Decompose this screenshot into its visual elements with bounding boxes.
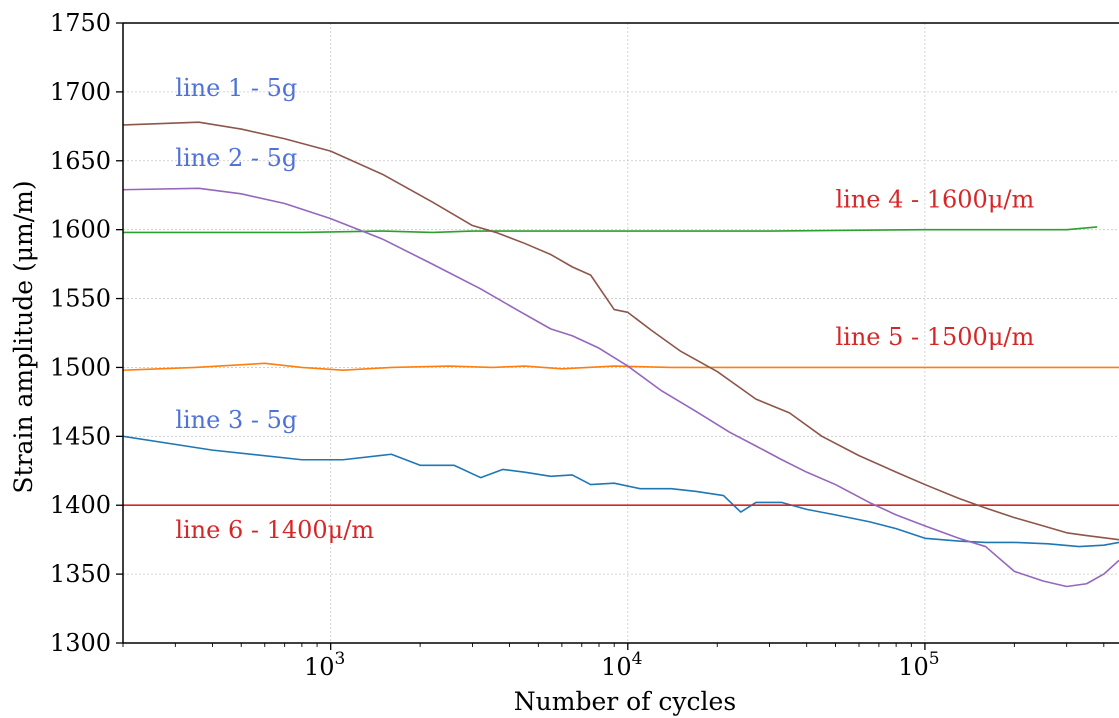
- x-tick-exponent: 5: [929, 649, 940, 669]
- y-tick-label: 1750: [50, 9, 111, 37]
- x-tick-base: 10: [304, 653, 335, 681]
- annotations: line 1 - 5g line 2 - 5g line 3 - 5g line 4 …: [175, 74, 1034, 544]
- annotation-label: line 4 - 1600μ/m: [835, 185, 1034, 213]
- series-line-s2: [122, 187, 1119, 588]
- y-tick-label: 1550: [50, 285, 111, 313]
- y-tick-label: 1500: [50, 353, 111, 381]
- y-tick-label: 1400: [50, 491, 111, 519]
- x-tick-label: 104: [601, 649, 642, 681]
- annotation-label: line 6 - 1400μ/m: [175, 516, 374, 544]
- x-tick-exponent: 4: [632, 649, 643, 669]
- x-tick-base: 10: [898, 653, 929, 681]
- ticks: 1300 1350 1400 1450 1500 1550 1600 1650 1700 1750…: [50, 9, 1105, 681]
- y-tick-label: 1700: [50, 78, 111, 106]
- series-line-s4: [123, 226, 1098, 234]
- axes: [122, 22, 1119, 644]
- annotation-label: line 5 - 1500μ/m: [835, 323, 1034, 351]
- y-tick-label: 1350: [50, 560, 111, 588]
- annotation-label: line 3 - 5g: [175, 406, 297, 434]
- y-tick-label: 1300: [50, 629, 111, 657]
- y-tick-label: 1600: [50, 216, 111, 244]
- series-line-s5: [122, 362, 1119, 371]
- series-line-s3: [122, 435, 1119, 548]
- x-tick-exponent: 3: [335, 649, 346, 669]
- y-tick-label: 1450: [50, 422, 111, 450]
- series-line-s1: [122, 121, 1119, 541]
- y-axis-title: Strain amplitude (μm/m): [9, 180, 38, 493]
- x-axis-title: Number of cycles: [514, 687, 736, 716]
- annotation-label: line 1 - 5g: [175, 74, 297, 102]
- annotation-label: line 2 - 5g: [175, 144, 297, 172]
- x-tick-label: 105: [898, 649, 939, 681]
- series-group: [122, 121, 1119, 588]
- x-tick-label: 103: [304, 649, 345, 681]
- x-tick-base: 10: [601, 653, 632, 681]
- y-tick-label: 1650: [50, 147, 111, 175]
